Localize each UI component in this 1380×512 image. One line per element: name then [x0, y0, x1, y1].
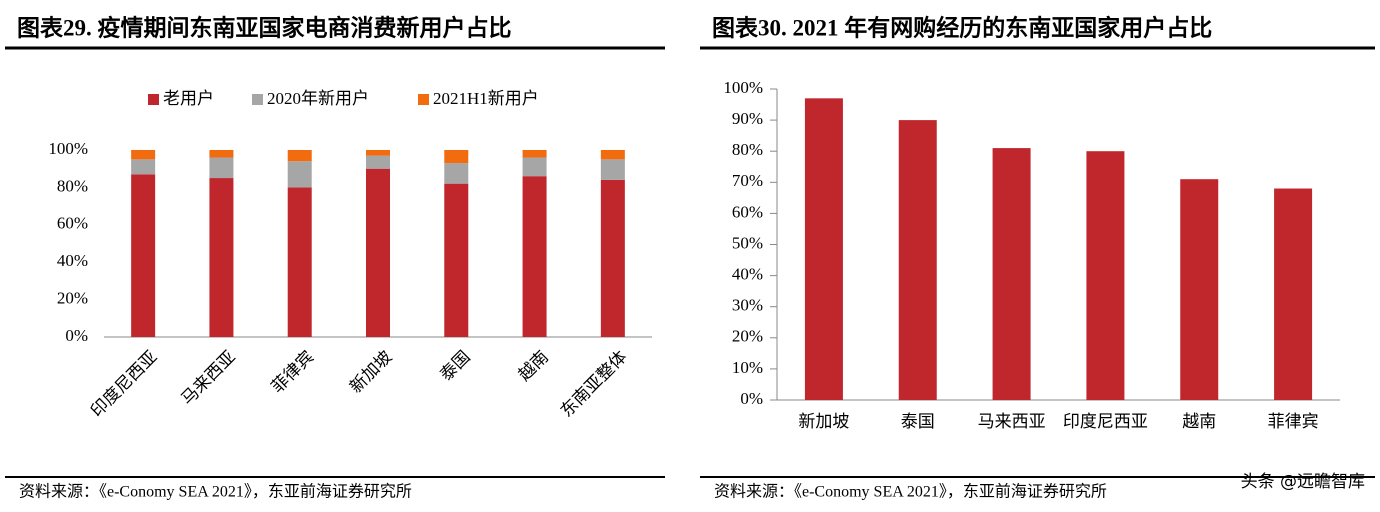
legend-swatch [252, 94, 263, 105]
bar [1086, 151, 1125, 400]
source: 资料来源：《e-Conomy SEA 2021》，东亚前海证券研究所 [714, 483, 1107, 501]
chart-title: 图表30. 2021 年有网购经历的东南亚国家用户占比 [712, 14, 1212, 40]
y-tick-label: 0% [740, 389, 763, 408]
bar [1274, 188, 1313, 400]
x-tick-label: 新加坡 [798, 412, 849, 431]
bar-segment [131, 150, 156, 160]
y-tick-label: 50% [732, 233, 763, 252]
x-tick-label: 菲律宾 [268, 347, 317, 396]
y-tick-label: 20% [732, 327, 763, 346]
bar-segment [366, 155, 390, 169]
bar-segment [444, 163, 469, 184]
y-tick-label: 100% [723, 78, 763, 97]
y-tick-label: 60% [732, 202, 763, 221]
legend-swatch [418, 94, 429, 105]
chart-title: 图表29. 疫情期间东南亚国家电商消费新用户占比 [17, 14, 512, 40]
x-tick-label: 印度尼西亚 [87, 347, 161, 421]
x-tick-label: 越南 [515, 347, 552, 384]
bar [804, 98, 843, 400]
y-tick-label: 90% [732, 109, 763, 128]
bar-segment [209, 178, 234, 337]
x-tick-label: 泰国 [901, 412, 935, 431]
bar-segment [287, 187, 312, 337]
source: 资料来源：《e-Conomy SEA 2021》，东亚前海证券研究所 [19, 483, 412, 501]
legend-label: 老用户 [163, 89, 214, 108]
bar-segment [522, 157, 547, 177]
x-tick-label: 新加坡 [346, 347, 395, 396]
y-tick-label: 10% [732, 358, 763, 377]
y-tick-label: 40% [732, 265, 763, 284]
bar-segment [600, 159, 625, 180]
y-tick-label: 100% [48, 139, 88, 158]
x-tick-label: 泰国 [436, 347, 473, 384]
bar-segment [444, 150, 469, 164]
legend-swatch [148, 94, 159, 105]
x-tick-label: 东南亚整体 [557, 347, 631, 421]
y-tick-label: 80% [732, 140, 763, 159]
bar-segment [131, 159, 156, 175]
bar-segment [522, 150, 547, 158]
y-tick-label: 40% [57, 251, 88, 270]
bar-segment [444, 183, 469, 337]
y-tick-label: 80% [57, 176, 88, 195]
y-tick-label: 20% [57, 289, 88, 308]
bar-segment [287, 161, 312, 188]
x-tick-label: 越南 [1182, 412, 1216, 431]
y-tick-label: 70% [732, 171, 763, 190]
bar-segment [287, 150, 312, 162]
bar-segment [366, 168, 390, 337]
legend-label: 2021H1新用户 [433, 89, 539, 108]
legend-label: 2020年新用户 [267, 89, 369, 108]
bar-segment [209, 157, 234, 179]
x-tick-label: 菲律宾 [1268, 412, 1319, 431]
y-tick-label: 60% [57, 214, 88, 233]
bar [898, 120, 937, 400]
bar-segment [600, 150, 625, 160]
x-tick-label: 马来西亚 [178, 347, 240, 409]
bar [992, 148, 1031, 400]
bar-segment [600, 179, 625, 337]
bar-segment [209, 150, 234, 158]
watermark: 头条 @远瞻智库 [1241, 472, 1365, 492]
x-tick-label: 印度尼西亚 [1063, 412, 1148, 431]
y-tick-label: 30% [732, 296, 763, 315]
bar-segment [366, 150, 390, 156]
bar-segment [131, 174, 156, 337]
y-tick-label: 0% [65, 326, 88, 345]
bar-segment [522, 176, 547, 337]
bar [1180, 179, 1219, 400]
x-tick-label: 马来西亚 [978, 412, 1046, 431]
